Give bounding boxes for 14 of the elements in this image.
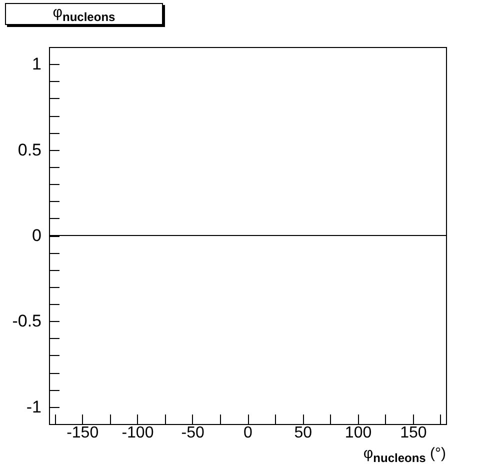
x-tick-label: -100	[122, 424, 154, 442]
x-tick-label: 0	[244, 424, 253, 442]
x-tick-label: 50	[294, 424, 312, 442]
x-tick-label: -150	[66, 424, 99, 442]
x-tick-label: 150	[400, 424, 427, 442]
y-tick-label: -1	[26, 397, 42, 416]
y-tick-label: 0	[32, 226, 42, 245]
y-tick-label: 0.5	[18, 140, 42, 160]
x-tick-label: 100	[344, 424, 372, 442]
x-axis-title: φ$_{nucleons}$ (°)	[363, 445, 446, 466]
chart-title: φ$_{nucleons}$	[5, 3, 163, 25]
y-tick-label: 1	[32, 54, 42, 74]
y-tick-label: -0.5	[12, 312, 42, 331]
x-tick-label: -50	[181, 424, 205, 442]
